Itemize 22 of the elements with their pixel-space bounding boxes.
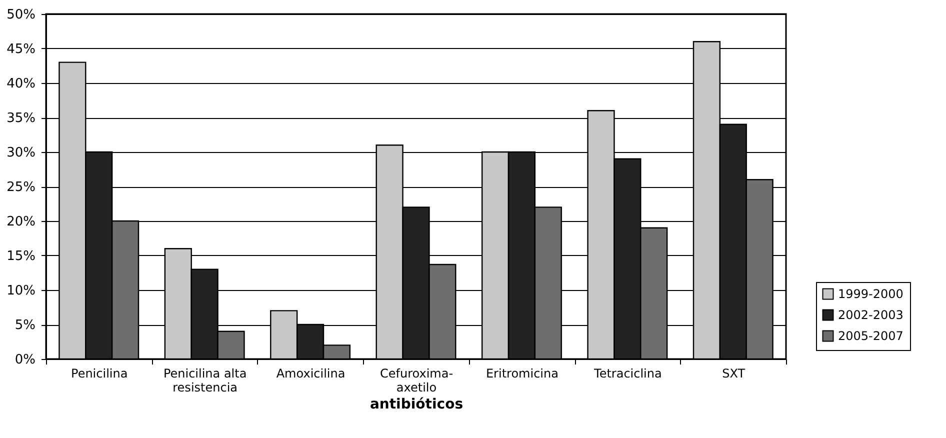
y-tick-label: 10%	[6, 284, 36, 298]
x-tick-label: Cefuroxima-axetilo	[380, 366, 454, 394]
x-tick-label: Eritromicina	[486, 366, 558, 380]
y-tick-label: 25%	[6, 180, 36, 195]
y-tick-label: 35%	[6, 111, 36, 126]
y-tick-label: 30%	[6, 146, 36, 160]
y-tick-label: 0%	[14, 352, 36, 368]
legend-label: 2005-2007	[838, 329, 904, 343]
legend-label: 2002-2003	[838, 308, 904, 322]
x-axis-title: antibióticos	[370, 396, 464, 412]
y-tick-label: 50%	[6, 8, 36, 22]
y-tick-label: 45%	[6, 42, 36, 57]
y-tick-label: 40%	[6, 76, 36, 92]
x-tick-label: Amoxicilina	[276, 366, 346, 380]
x-tick-label: Penicilina	[71, 366, 128, 380]
x-tick-label: Tetraciclina	[593, 366, 662, 380]
legend-label: 1999-2000	[838, 287, 904, 301]
y-tick-label: 20%	[6, 214, 36, 230]
x-tick-label: SXT	[722, 366, 746, 380]
x-tick-label: Penicilina alta resistencia	[163, 366, 247, 394]
y-tick-label: 5%	[14, 318, 36, 333]
y-tick-label: 15%	[6, 249, 36, 264]
